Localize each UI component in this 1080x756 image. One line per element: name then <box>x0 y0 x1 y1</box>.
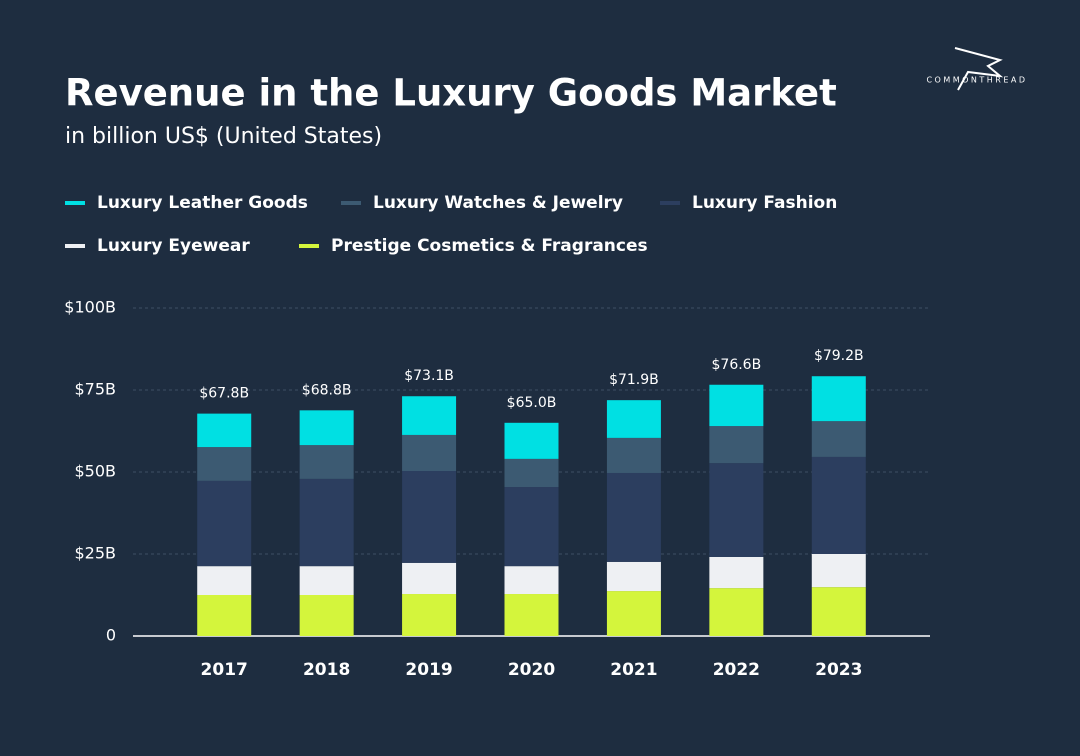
bar-segment <box>606 591 661 636</box>
bar-segment <box>606 472 661 562</box>
legend-swatch <box>65 201 85 205</box>
bar-segment <box>504 594 559 636</box>
bar-segment <box>299 478 354 567</box>
legend-label: Luxury Leather Goods <box>97 193 308 213</box>
total-label: $71.9B <box>609 372 659 388</box>
bar-segment <box>299 566 354 595</box>
bar-segment <box>504 566 559 595</box>
logo-text: COMMONTHREAD <box>926 76 1027 85</box>
legend-swatch <box>660 201 680 205</box>
bar-segment <box>709 463 764 557</box>
y-tick-label: 0 <box>106 626 116 645</box>
chart-subtitle: in billion US$ (United States) <box>65 124 382 149</box>
x-tick-label: 2021 <box>610 660 657 680</box>
total-label: $68.8B <box>302 382 352 398</box>
x-tick-label: 2018 <box>303 660 350 680</box>
bar-segment <box>299 595 354 636</box>
bar-segment <box>811 587 866 636</box>
bar-segment <box>402 562 457 595</box>
chart-title: Revenue in the Luxury Goods Market <box>65 72 837 115</box>
legend-label: Luxury Fashion <box>692 193 837 213</box>
bar-segment <box>606 437 661 473</box>
bar-segment <box>811 456 866 554</box>
bar-segment <box>197 595 252 636</box>
bar-segment <box>606 561 661 592</box>
total-label: $79.2B <box>814 348 864 364</box>
bar-segment <box>197 480 252 567</box>
bar-segment <box>299 445 354 479</box>
x-tick-label: 2019 <box>405 660 452 680</box>
logo-flag <box>954 47 1004 91</box>
legend-label: Prestige Cosmetics & Fragrances <box>331 236 648 256</box>
bar-segment <box>709 384 764 427</box>
x-tick-label: 2020 <box>508 660 555 680</box>
x-tick-label: 2017 <box>201 660 248 680</box>
x-tick-label: 2022 <box>713 660 760 680</box>
bar-segment <box>197 413 252 448</box>
bar-segment <box>402 471 457 563</box>
bar-segment <box>402 594 457 636</box>
bar-segment <box>504 458 559 488</box>
bar-segment <box>197 447 252 481</box>
total-label: $73.1B <box>404 368 454 384</box>
y-tick-label: $75B <box>74 380 116 399</box>
bar-segment <box>709 426 764 464</box>
bar-segment <box>811 421 866 457</box>
total-label: $67.8B <box>199 386 249 402</box>
y-tick-label: $50B <box>74 462 116 481</box>
bar-segment <box>402 434 457 472</box>
total-label: $76.6B <box>712 357 762 373</box>
bar-segment <box>504 487 559 567</box>
bar-segment <box>504 422 559 459</box>
y-tick-label: $25B <box>74 544 116 563</box>
bar-segment <box>299 410 354 446</box>
legend-label: Luxury Eyewear <box>97 236 250 256</box>
bar-segment <box>402 396 457 435</box>
x-tick-label: 2023 <box>815 660 862 680</box>
legend-label: Luxury Watches & Jewelry <box>373 193 623 213</box>
total-label: $65.0B <box>507 395 557 411</box>
bar-segment <box>606 400 661 438</box>
bar-segment <box>709 556 764 589</box>
y-tick-label: $100B <box>64 298 116 317</box>
legend-swatch <box>341 201 361 205</box>
legend-swatch <box>65 244 85 248</box>
bar-segment <box>811 554 866 588</box>
legend-swatch <box>299 244 319 248</box>
bar-segment <box>811 376 866 422</box>
bar-segment <box>709 588 764 636</box>
bar-segment <box>197 566 252 595</box>
